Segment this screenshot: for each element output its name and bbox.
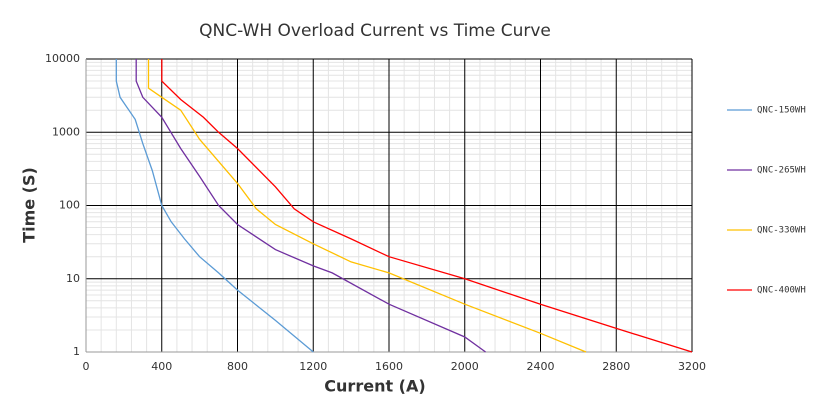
- x-axis-label: Current (A): [324, 377, 425, 396]
- y-tick-label: 1: [73, 345, 80, 358]
- legend-label: QNC-150WH: [757, 106, 806, 116]
- y-tick-label: 10: [66, 272, 80, 285]
- x-tick-label: 0: [83, 360, 90, 373]
- x-tick-label: 400: [151, 360, 172, 373]
- y-tick-label: 100: [59, 199, 80, 212]
- chart-title: QNC-WH Overload Current vs Time Curve: [199, 21, 551, 41]
- series-line: [115, 59, 314, 353]
- series-line: [147, 59, 587, 353]
- x-tick-label: 1200: [299, 360, 327, 373]
- x-tick-label: 2400: [527, 360, 555, 373]
- x-tick-label: 800: [227, 360, 248, 373]
- x-tick-label: 3200: [678, 360, 706, 373]
- series-line: [161, 59, 693, 353]
- legend-label: QNC-400WH: [757, 286, 806, 296]
- legend-label: QNC-265WH: [757, 166, 806, 176]
- y-axis-label: Time (S): [20, 167, 39, 243]
- x-tick-label: 2800: [602, 360, 630, 373]
- y-tick-label: 1000: [52, 125, 80, 138]
- series-line: [135, 59, 486, 353]
- x-tick-label: 1600: [375, 360, 403, 373]
- y-tick-label: 10000: [45, 52, 80, 65]
- legend-label: QNC-330WH: [757, 226, 806, 236]
- x-tick-label: 2000: [451, 360, 479, 373]
